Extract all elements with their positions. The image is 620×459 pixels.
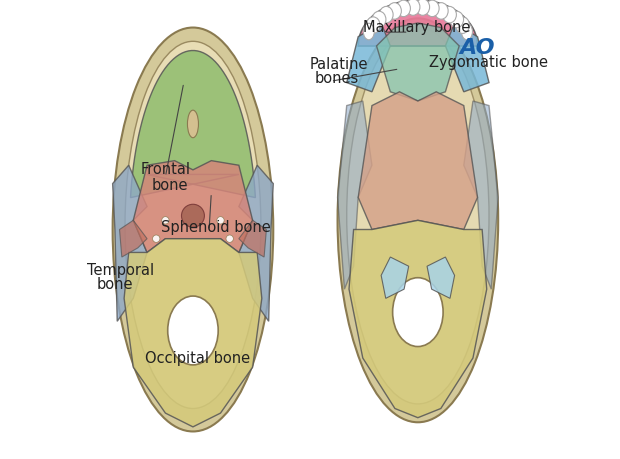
Ellipse shape (337, 18, 498, 422)
Ellipse shape (113, 28, 273, 431)
Polygon shape (347, 23, 391, 92)
Ellipse shape (162, 217, 169, 224)
Polygon shape (349, 220, 487, 418)
Text: Frontal: Frontal (140, 162, 190, 178)
Polygon shape (464, 101, 498, 289)
Ellipse shape (363, 23, 374, 40)
Text: Zygomatic bone: Zygomatic bone (429, 55, 548, 70)
Ellipse shape (406, 0, 420, 15)
Ellipse shape (450, 11, 464, 28)
Text: Occipital bone: Occipital bone (144, 351, 250, 366)
Polygon shape (133, 161, 252, 252)
Polygon shape (376, 23, 459, 101)
Ellipse shape (435, 3, 448, 19)
Polygon shape (120, 220, 147, 257)
Polygon shape (239, 165, 273, 321)
Text: bones: bones (314, 71, 359, 86)
Ellipse shape (226, 235, 233, 242)
Ellipse shape (153, 235, 160, 242)
Polygon shape (381, 257, 409, 298)
Polygon shape (445, 23, 489, 92)
Polygon shape (239, 220, 267, 257)
Ellipse shape (388, 3, 401, 19)
Ellipse shape (217, 217, 224, 224)
Polygon shape (124, 239, 262, 427)
Polygon shape (358, 92, 477, 230)
Ellipse shape (397, 0, 410, 17)
Ellipse shape (461, 23, 472, 40)
Polygon shape (337, 101, 372, 289)
Ellipse shape (425, 0, 439, 17)
Polygon shape (358, 0, 477, 46)
Ellipse shape (372, 11, 386, 28)
Ellipse shape (187, 110, 198, 138)
Ellipse shape (443, 6, 456, 23)
Text: Maxillary bone: Maxillary bone (363, 20, 470, 35)
Ellipse shape (182, 204, 205, 227)
Text: Palatine: Palatine (310, 57, 368, 72)
Ellipse shape (366, 17, 380, 34)
Polygon shape (130, 50, 255, 198)
Ellipse shape (168, 296, 218, 365)
Ellipse shape (392, 278, 443, 347)
Text: bone: bone (152, 179, 188, 194)
Ellipse shape (347, 28, 489, 404)
Ellipse shape (379, 6, 393, 23)
Ellipse shape (416, 0, 430, 15)
Polygon shape (113, 165, 147, 321)
Ellipse shape (125, 41, 261, 409)
Text: bone: bone (97, 277, 133, 292)
Polygon shape (427, 257, 454, 298)
Text: Temporal: Temporal (87, 263, 154, 279)
Ellipse shape (456, 17, 469, 34)
Text: Sphenoid bone: Sphenoid bone (161, 220, 270, 235)
Text: AO: AO (460, 38, 495, 58)
